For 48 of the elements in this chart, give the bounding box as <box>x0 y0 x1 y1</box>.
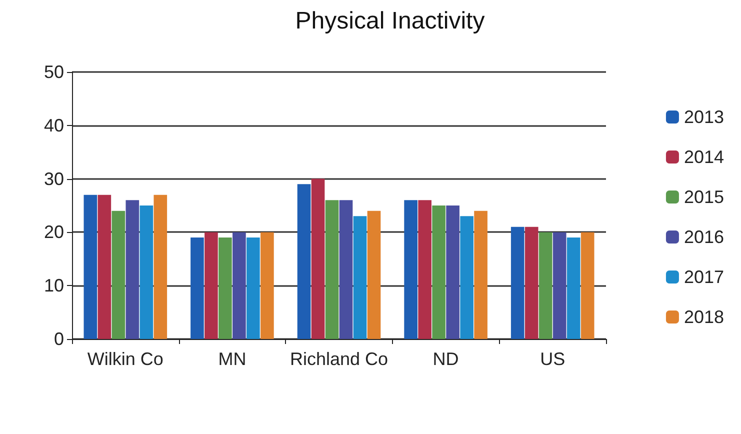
bar <box>112 210 126 339</box>
bar <box>126 200 140 339</box>
bar <box>204 232 218 339</box>
bar <box>510 226 524 339</box>
x-tick-label: MN <box>218 349 246 369</box>
legend-label: 2018 <box>684 307 724 327</box>
bar <box>552 232 566 339</box>
bar <box>218 238 232 339</box>
bar <box>460 216 474 339</box>
legend-label: 2017 <box>684 267 724 287</box>
bar <box>190 238 204 339</box>
y-tick-label: 20 <box>44 222 64 242</box>
bar <box>566 238 580 339</box>
legend-label: 2014 <box>684 147 724 167</box>
bar <box>446 206 460 339</box>
chart-title: Physical Inactivity <box>295 8 485 34</box>
bar <box>580 232 594 339</box>
bar <box>232 232 246 339</box>
y-tick-label: 50 <box>44 62 64 82</box>
bar <box>404 200 418 339</box>
legend-label: 2013 <box>684 107 724 127</box>
bar <box>418 200 432 339</box>
x-tick-label: Wilkin Co <box>87 349 164 369</box>
bar <box>432 206 446 339</box>
bar <box>367 210 381 339</box>
x-tick-label: US <box>540 349 566 369</box>
bar <box>260 232 274 339</box>
x-tick-label: Richland Co <box>290 349 388 369</box>
bar <box>524 226 538 339</box>
bar <box>246 238 260 339</box>
bar <box>98 194 112 339</box>
y-tick-label: 40 <box>44 115 64 136</box>
bar <box>339 200 353 339</box>
y-tick-label: 10 <box>44 276 64 296</box>
legend-label: 2016 <box>684 227 724 247</box>
bar <box>140 206 154 339</box>
bar <box>84 194 98 339</box>
bar <box>154 194 168 339</box>
bar <box>325 200 339 339</box>
legend-label: 2015 <box>684 187 724 207</box>
bar <box>538 232 552 339</box>
bar <box>297 184 311 339</box>
x-tick-label: ND <box>432 349 459 369</box>
bar <box>353 216 367 339</box>
bar <box>311 178 325 339</box>
bar <box>474 210 488 339</box>
y-tick-label: 0 <box>54 329 64 349</box>
y-tick-label: 30 <box>44 168 64 189</box>
